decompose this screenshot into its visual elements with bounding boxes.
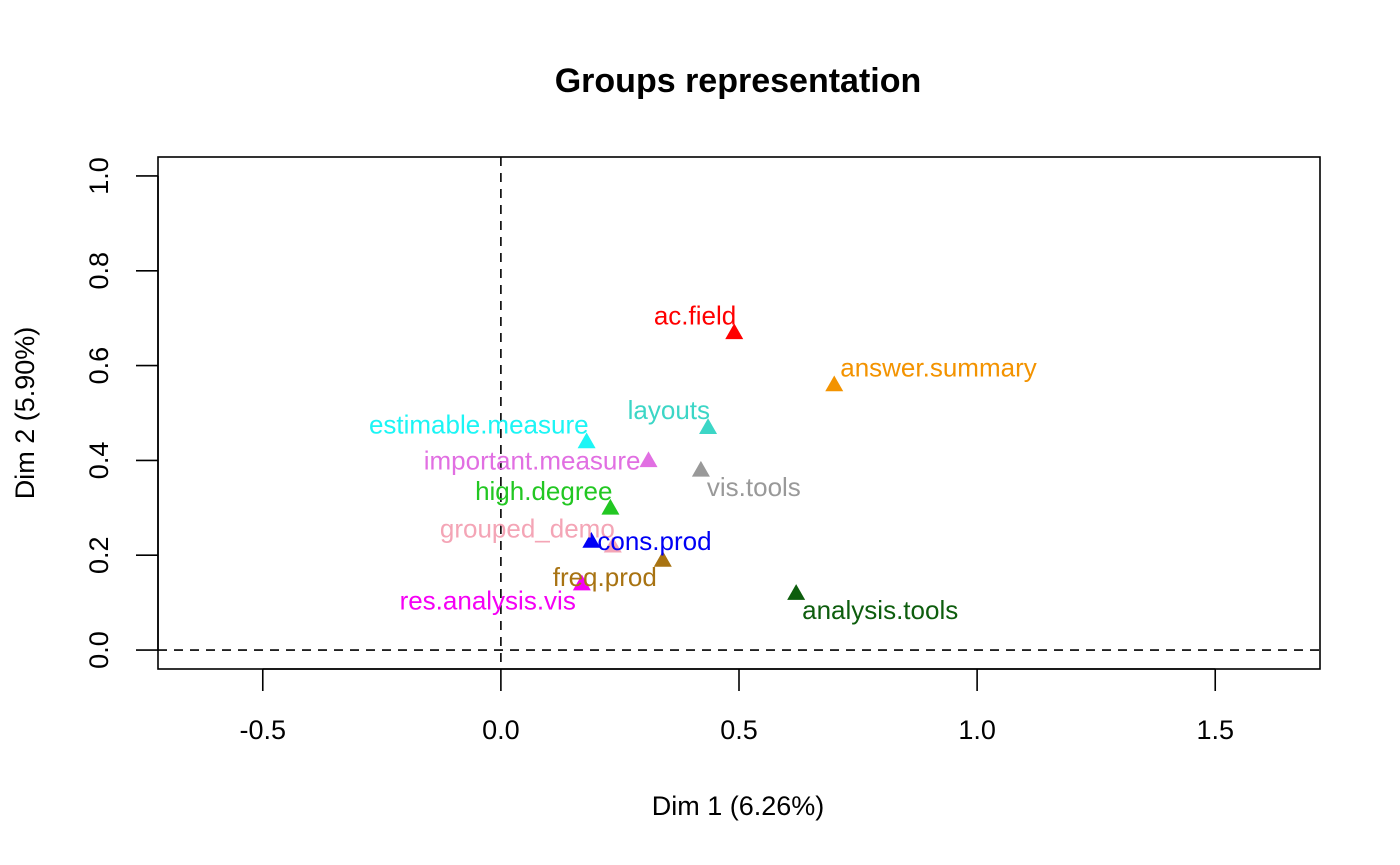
x-axis: -0.5 0.0 0.5 1.0 1.5 bbox=[240, 668, 1234, 745]
labels-layer: ac.field answer.summary layouts estimable.m… bbox=[369, 300, 1037, 625]
point-label: grouped_demo bbox=[440, 514, 615, 544]
y-tick-label: 1.0 bbox=[84, 157, 114, 195]
y-axis-label: Dim 2 (5.90%) bbox=[10, 327, 40, 500]
point-marker bbox=[603, 536, 622, 553]
points-layer bbox=[572, 323, 844, 600]
point-label: freq.prod bbox=[553, 562, 657, 592]
point-label: answer.summary bbox=[840, 353, 1036, 383]
point-label: high.degree bbox=[475, 476, 612, 506]
point-marker bbox=[699, 418, 718, 434]
y-tick-label: 0.8 bbox=[84, 252, 114, 290]
point-label: layouts bbox=[628, 395, 710, 425]
reference-lines bbox=[158, 157, 1320, 669]
y-tick-label: 0.2 bbox=[84, 536, 114, 574]
y-tick-label: 0.0 bbox=[84, 631, 114, 669]
point-marker bbox=[691, 460, 710, 477]
point-label: estimable.measure bbox=[369, 409, 589, 439]
point-marker bbox=[601, 498, 620, 515]
point-label: res.analysis.vis bbox=[400, 586, 576, 616]
y-tick-label: 0.6 bbox=[84, 347, 114, 385]
point-label: analysis.tools bbox=[802, 595, 958, 625]
point-marker bbox=[572, 574, 591, 591]
point-marker bbox=[582, 532, 601, 548]
x-tick-label: 0.5 bbox=[720, 715, 758, 745]
x-tick-label: 0.0 bbox=[482, 715, 520, 745]
point-marker bbox=[725, 323, 744, 340]
x-axis-label: Dim 1 (6.26%) bbox=[652, 791, 825, 821]
x-tick-label: 1.5 bbox=[1196, 715, 1234, 745]
x-tick-label: -0.5 bbox=[240, 715, 287, 745]
point-label: vis.tools bbox=[707, 472, 801, 502]
plot-frame bbox=[157, 156, 1321, 670]
y-axis: 0.0 0.2 0.4 0.6 0.8 1.0 bbox=[84, 157, 159, 669]
point-marker bbox=[653, 550, 672, 567]
point-marker bbox=[825, 375, 844, 392]
point-label: ac.field bbox=[654, 300, 736, 330]
point-marker bbox=[639, 451, 658, 468]
y-tick-label: 0.4 bbox=[84, 442, 114, 480]
chart-title: Groups representation bbox=[555, 62, 922, 100]
point-label: cons.prod bbox=[597, 526, 711, 556]
x-tick-label: 1.0 bbox=[958, 715, 996, 745]
point-marker bbox=[577, 432, 596, 449]
point-marker bbox=[787, 584, 806, 600]
point-label: important.measure bbox=[424, 445, 641, 475]
